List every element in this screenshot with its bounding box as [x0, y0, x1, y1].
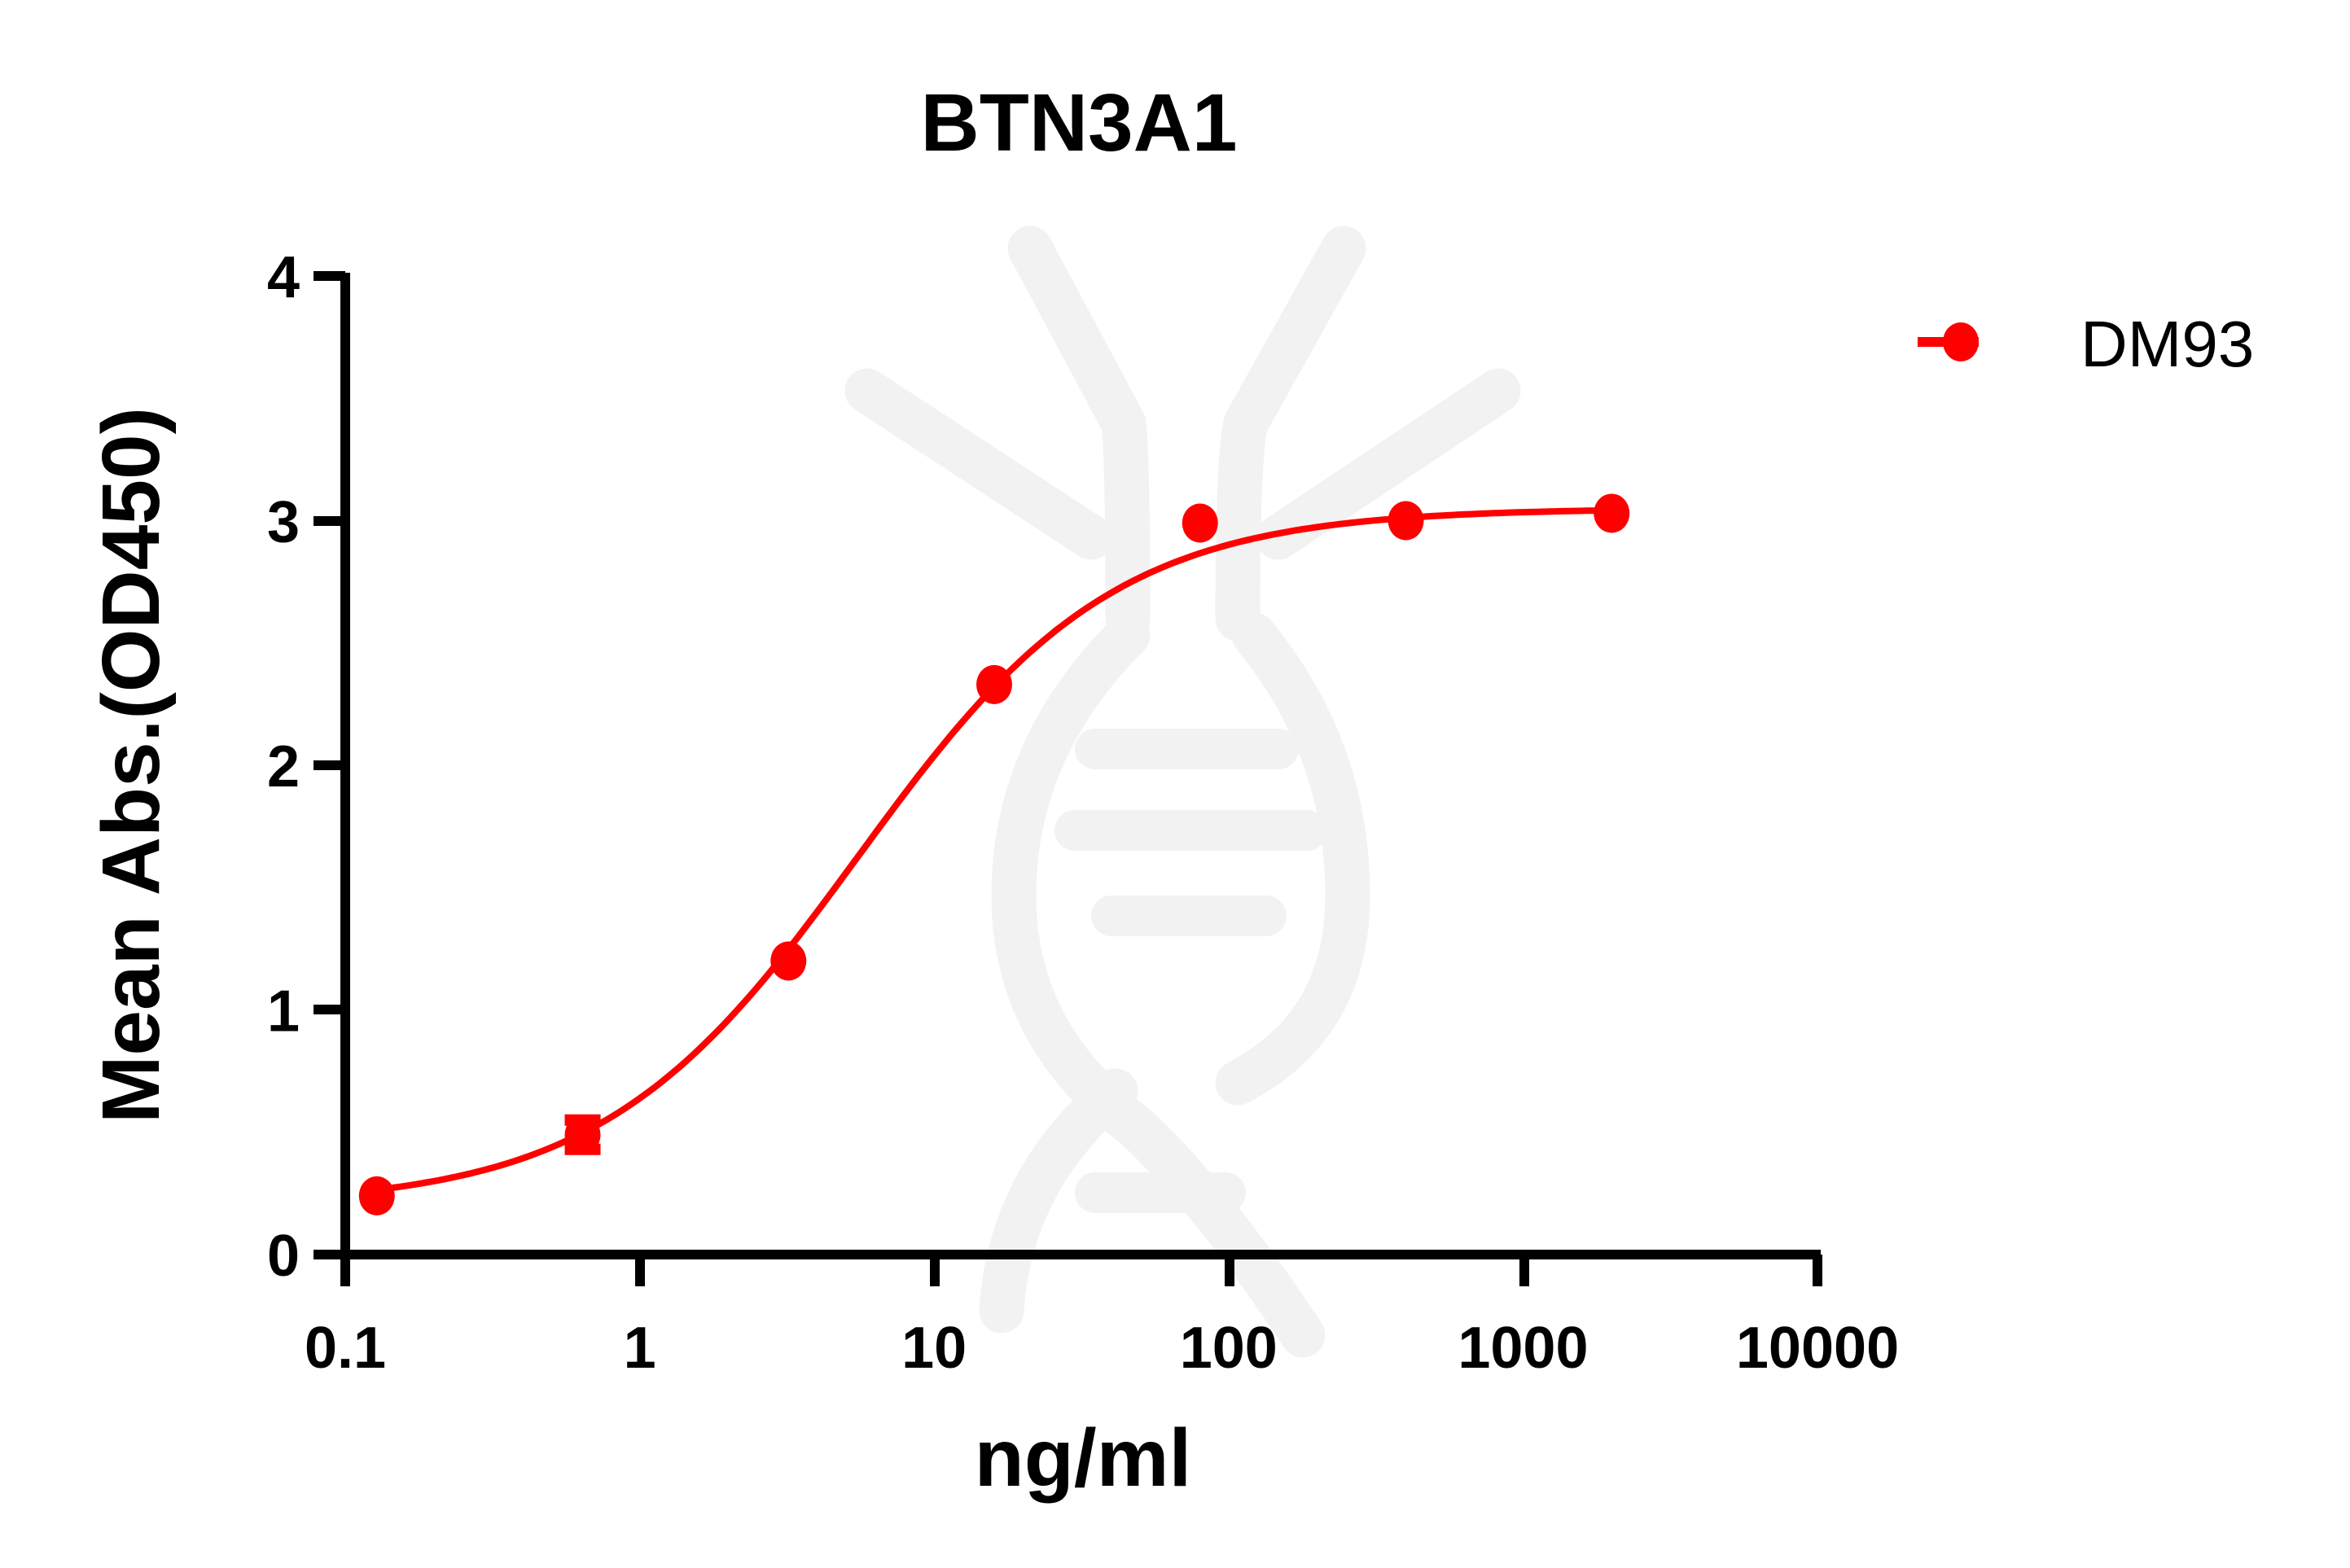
x-tick-label: 10	[901, 1316, 967, 1381]
y-axis-label: Mean Abs.(OD450)	[85, 407, 177, 1123]
data-point	[976, 664, 1013, 704]
axes	[313, 271, 1822, 1286]
legend: DM93	[1918, 308, 2254, 380]
y-tick-label: 4	[267, 245, 300, 310]
y-tick-label: 0	[267, 1224, 300, 1289]
legend-label: DM93	[2080, 308, 2254, 380]
y-tick-labels: 0 1 2 3 4	[267, 245, 300, 1289]
data-point	[1594, 493, 1630, 533]
x-tick-label: 1	[624, 1316, 656, 1381]
y-tick-label: 2	[267, 734, 300, 799]
data-points	[358, 493, 1630, 1215]
data-point	[770, 941, 807, 981]
y-tick-label: 1	[267, 979, 300, 1045]
dna-watermark-icon	[844, 226, 1521, 1358]
x-tick-label: 0.1	[305, 1316, 386, 1381]
data-point	[1388, 501, 1424, 541]
data-point	[1182, 503, 1218, 543]
x-tick-label: 10000	[1736, 1316, 1899, 1381]
legend-marker-icon	[1943, 322, 1979, 361]
data-point	[564, 1115, 601, 1154]
data-point	[358, 1176, 395, 1215]
y-tick-label: 3	[267, 490, 300, 555]
chart-title: BTN3A1	[921, 77, 1238, 169]
x-tick-label: 1000	[1458, 1316, 1588, 1381]
x-tick-labels: 0.1 1 10 100 1000 10000	[305, 1316, 1899, 1381]
x-tick-label: 100	[1180, 1316, 1278, 1381]
x-axis-label: ng/ml	[975, 1413, 1192, 1504]
